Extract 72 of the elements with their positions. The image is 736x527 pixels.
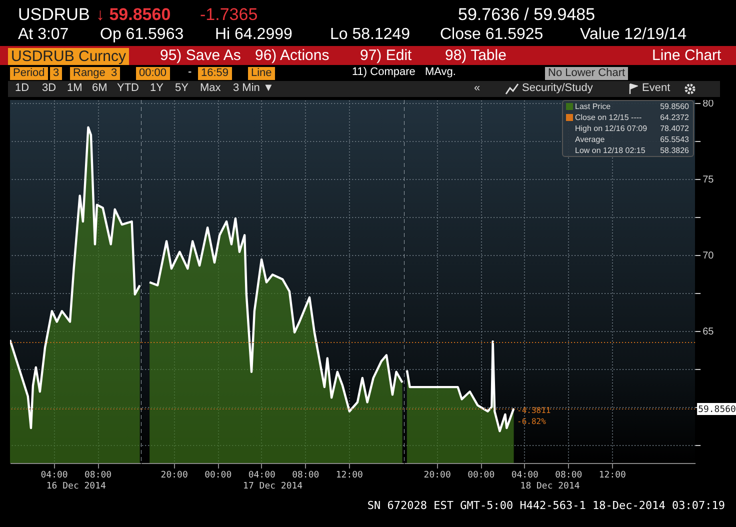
annotation: 58.3826 bbox=[660, 146, 689, 155]
annotation: -6.82% bbox=[517, 417, 546, 426]
text: - bbox=[188, 66, 192, 78]
text: 3 bbox=[50, 67, 62, 80]
x-tick-label: 08:00 bbox=[84, 470, 112, 480]
chart-title: USDRUB bbox=[18, 5, 90, 24]
x-tick-label: 00:00 bbox=[204, 470, 232, 480]
text: Range bbox=[70, 67, 108, 80]
text: YTD bbox=[117, 82, 139, 94]
text: Hi 64.2999 bbox=[215, 26, 292, 43]
x-tick-label: 04:00 bbox=[511, 470, 538, 480]
text: USDRUB Curncy bbox=[8, 48, 130, 65]
annotation: 64.2372 bbox=[660, 113, 689, 122]
annotation: High on 12/16 07:09 bbox=[575, 124, 648, 133]
y-tick-label: 80 bbox=[702, 98, 714, 110]
annotation: Close on 12/15 ---- bbox=[575, 113, 642, 122]
text: 6M bbox=[92, 82, 108, 94]
text: 5Y bbox=[175, 82, 188, 94]
x-tick-label: 00:00 bbox=[467, 470, 495, 480]
text: 3D bbox=[42, 82, 56, 94]
annotation: Average bbox=[575, 135, 605, 144]
ref-line-label: 59.8560 bbox=[698, 404, 736, 415]
text: 16:59 bbox=[198, 67, 232, 80]
text: 3 Min ▼ bbox=[233, 82, 274, 94]
text: Close 61.5925 bbox=[440, 26, 544, 43]
text: ↓ 59.8560 bbox=[96, 5, 171, 24]
x-tick-label: 20:00 bbox=[424, 470, 451, 480]
text: 3 bbox=[108, 67, 120, 80]
text: Max bbox=[200, 82, 221, 94]
x-axis-title: 18 Dec 2014 bbox=[520, 481, 580, 492]
annotation: 59.8560 bbox=[660, 102, 689, 111]
text: Security/Study bbox=[522, 82, 593, 94]
text: 1M bbox=[67, 82, 82, 94]
x-tick-label: 12:00 bbox=[598, 470, 626, 480]
text: Op 61.5963 bbox=[100, 26, 184, 43]
x-tick-label: 04:00 bbox=[40, 470, 68, 480]
text: 1Y bbox=[150, 82, 164, 94]
x-tick-label: 12:00 bbox=[336, 470, 364, 480]
text: Period bbox=[10, 67, 48, 80]
y-tick-label: 70 bbox=[702, 250, 714, 262]
text: SN 672028 EST GMT-5:00 H442-563-1 18-Dec-2014 03:07:19 bbox=[367, 499, 725, 512]
text: 00:00 bbox=[136, 67, 170, 80]
text: 97) Edit bbox=[360, 47, 412, 64]
text: Lo 58.1249 bbox=[330, 26, 410, 43]
text: -1.7365 bbox=[200, 5, 258, 24]
x-tick-label: 04:00 bbox=[248, 470, 276, 480]
x-axis-title: 16 Dec 2014 bbox=[46, 481, 106, 492]
text: MAvg. bbox=[425, 66, 456, 78]
annotation: -4.3811 bbox=[517, 406, 551, 415]
text: 11) Compare bbox=[352, 66, 416, 78]
text: 95) Save As bbox=[160, 47, 241, 64]
y-tick-label: 75 bbox=[702, 174, 714, 186]
x-tick-label: 20:00 bbox=[161, 470, 188, 480]
y-tick-label: 65 bbox=[702, 326, 714, 338]
text: 98) Table bbox=[445, 47, 506, 64]
text: 59.7636 / 59.9485 bbox=[458, 5, 596, 24]
x-tick-label: 08:00 bbox=[555, 470, 582, 480]
text: No Lower Chart bbox=[545, 67, 628, 80]
x-axis-title: 17 Dec 2014 bbox=[243, 481, 303, 492]
x-tick-label: 08:00 bbox=[292, 470, 320, 480]
text: « bbox=[474, 82, 480, 94]
annotation: 65.5543 bbox=[660, 135, 689, 144]
text: Event bbox=[642, 82, 670, 94]
text: Value 12/19/14 bbox=[580, 26, 686, 43]
text: Line Chart bbox=[652, 47, 722, 64]
text: 96) Actions bbox=[255, 47, 330, 64]
annotation: Low on 12/18 02:15 bbox=[575, 146, 646, 155]
text: 1D bbox=[15, 82, 30, 94]
legend-label: Last Price bbox=[575, 102, 611, 111]
text: Line bbox=[248, 67, 275, 80]
annotation: 78.4072 bbox=[660, 124, 689, 133]
text: At 3:07 bbox=[18, 26, 69, 43]
